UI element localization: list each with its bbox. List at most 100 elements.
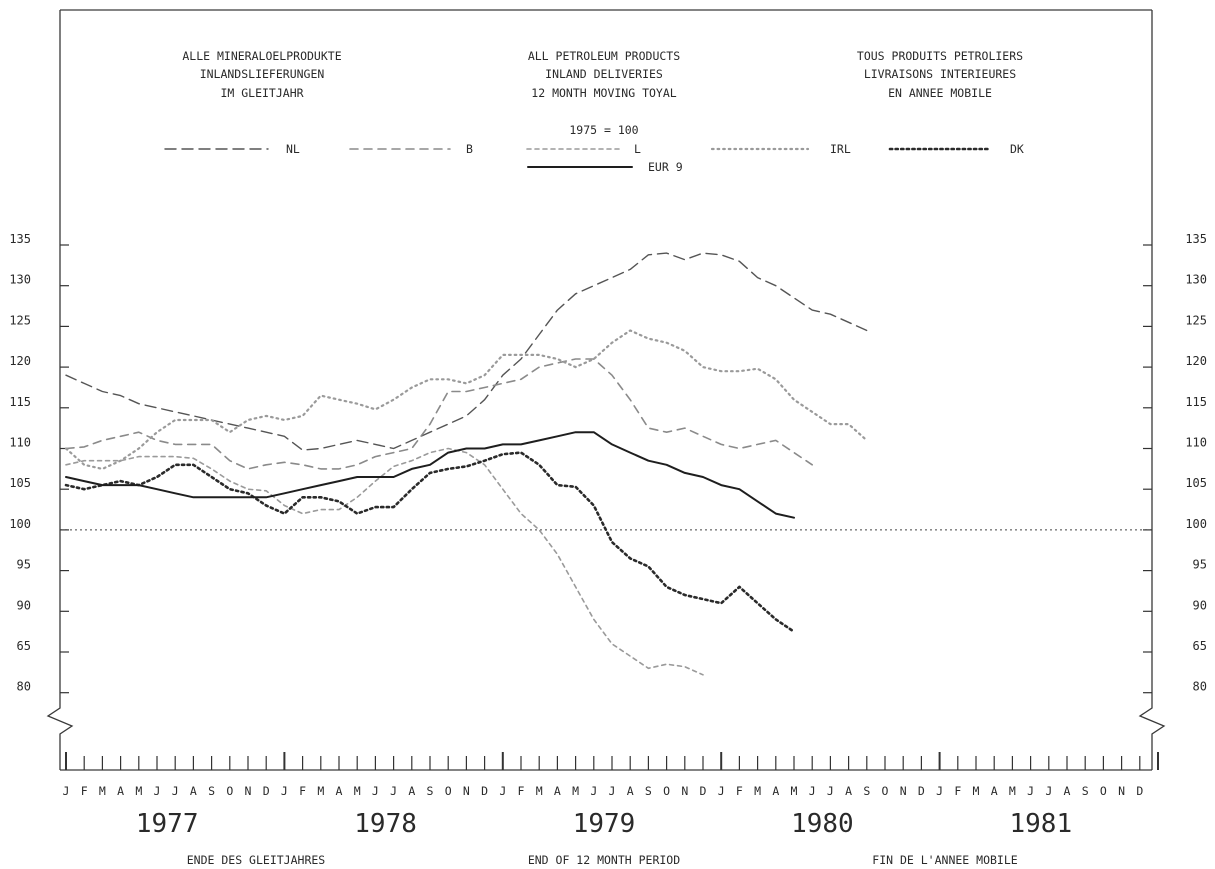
y-tick-label-right: 65 xyxy=(1193,639,1207,653)
series-line-nl xyxy=(65,252,868,451)
x-tick-label: J xyxy=(63,784,70,798)
header-english: ALL PETROLEUM PRODUCTS INLAND DELIVERIES… xyxy=(528,49,680,100)
x-tick-label: M xyxy=(99,784,106,798)
x-tick-label: J xyxy=(809,784,816,798)
x-tick-label: M xyxy=(791,784,798,798)
x-tick-label: N xyxy=(1118,784,1125,798)
y-tick-label-left: 80 xyxy=(17,680,31,694)
base-year-note: 1975 = 100 xyxy=(569,123,638,137)
x-tick-label: J xyxy=(590,784,597,798)
x-tick-label: N xyxy=(681,784,688,798)
series-line-l xyxy=(65,447,704,676)
x-tick-label: N xyxy=(463,784,470,798)
x-tick-label: O xyxy=(226,784,233,798)
x-tick-label: M xyxy=(354,784,361,798)
x-tick-label: M xyxy=(317,784,324,798)
y-tick-label-right: 95 xyxy=(1193,558,1207,572)
x-tick-label: S xyxy=(645,784,652,798)
x-tick-label: J xyxy=(718,784,725,798)
header-de-line-2: INLANDSLIEFERUNGEN xyxy=(200,67,325,81)
y-tick-label-right: 100 xyxy=(1185,517,1207,531)
x-tick-label: D xyxy=(700,784,707,798)
x-tick-label: F xyxy=(81,784,88,798)
x-tick-label: A xyxy=(408,784,415,798)
x-tick-label: J xyxy=(609,784,616,798)
x-tick-label: A xyxy=(190,784,197,798)
y-tick-label-left: 135 xyxy=(9,232,31,246)
x-tick-label: O xyxy=(1100,784,1107,798)
y-tick-label-left: 95 xyxy=(17,558,31,572)
series-line-dk xyxy=(64,451,796,634)
x-tick-label: J xyxy=(936,784,943,798)
footer-en: END OF 12 MONTH PERIOD xyxy=(528,853,680,867)
y-axis-right: 135 130 125 120 115 110 105 100 95 90 65 80 xyxy=(1143,232,1207,694)
series-line-eur-9 xyxy=(65,431,795,519)
y-tick-label-right: 125 xyxy=(1185,313,1207,327)
x-tick-label: F xyxy=(954,784,961,798)
legend-label: DK xyxy=(1010,142,1024,156)
legend-label: EUR 9 xyxy=(648,160,683,174)
x-tick-label: M xyxy=(572,784,579,798)
y-tick-label-left: 110 xyxy=(9,436,31,450)
x-tick-label: A xyxy=(991,784,998,798)
legend: NL B L IRL DK EUR 9 xyxy=(164,142,1024,174)
x-tick-label: F xyxy=(299,784,306,798)
x-tick-label: A xyxy=(554,784,561,798)
x-tick-label: A xyxy=(627,784,634,798)
x-tick-label: N xyxy=(245,784,252,798)
y-tick-label-left: 130 xyxy=(9,273,31,287)
y-tick-label-right: 90 xyxy=(1193,598,1207,612)
year-label: 1979 xyxy=(573,809,636,839)
x-tick-label: D xyxy=(263,784,270,798)
series-line-b xyxy=(65,358,814,470)
chart-frame xyxy=(46,9,1166,771)
year-label: 1977 xyxy=(136,809,199,839)
year-label: 1980 xyxy=(791,809,854,839)
x-tick-label: S xyxy=(863,784,870,798)
legend-label: NL xyxy=(286,142,300,156)
x-tick-label: A xyxy=(336,784,343,798)
y-tick-label-left: 125 xyxy=(9,313,31,327)
x-tick-label: J xyxy=(827,784,834,798)
x-tick-label: M xyxy=(973,784,980,798)
x-tick-label: J xyxy=(499,784,506,798)
x-tick-label: S xyxy=(427,784,434,798)
footer-fr: FIN DE L'ANNEE MOBILE xyxy=(872,853,1017,867)
x-tick-label: N xyxy=(900,784,907,798)
x-tick-label: A xyxy=(117,784,124,798)
header-en-line-2: INLAND DELIVERIES xyxy=(545,67,663,81)
x-tick-label: J xyxy=(154,784,161,798)
y-tick-label-left: 120 xyxy=(9,354,31,368)
header-fr-line-3: EN ANNEE MOBILE xyxy=(888,86,992,100)
x-tick-label: J xyxy=(172,784,179,798)
y-tick-label-left: 90 xyxy=(17,598,31,612)
header-en-line-3: 12 MONTH MOVING TOYAL xyxy=(531,86,676,100)
year-label: 1978 xyxy=(354,809,417,839)
x-tick-label: J xyxy=(372,784,379,798)
legend-label: IRL xyxy=(830,142,851,156)
x-tick-label: O xyxy=(882,784,889,798)
x-tick-label: J xyxy=(281,784,288,798)
x-tick-label: A xyxy=(1064,784,1071,798)
header-german: ALLE MINERALOELPRODUKTE INLANDSLIEFERUNG… xyxy=(182,49,341,100)
x-tick-label: S xyxy=(208,784,215,798)
header-en-line-1: ALL PETROLEUM PRODUCTS xyxy=(528,49,680,63)
x-tick-label: M xyxy=(1009,784,1016,798)
x-tick-label: F xyxy=(518,784,525,798)
header-fr-line-2: LIVRAISONS INTERIEURES xyxy=(864,67,1016,81)
legend-label: L xyxy=(634,142,641,156)
x-tick-label: M xyxy=(754,784,761,798)
x-tick-label: D xyxy=(918,784,925,798)
x-tick-label: D xyxy=(481,784,488,798)
y-tick-label-right: 80 xyxy=(1193,680,1207,694)
x-tick-label: J xyxy=(390,784,397,798)
x-tick-label: A xyxy=(845,784,852,798)
y-tick-label-right: 110 xyxy=(1185,436,1207,450)
y-tick-label-left: 115 xyxy=(9,395,31,409)
y-tick-label-right: 120 xyxy=(1185,354,1207,368)
y-tick-label-left: 100 xyxy=(9,517,31,531)
y-tick-label-right: 135 xyxy=(1185,232,1207,246)
